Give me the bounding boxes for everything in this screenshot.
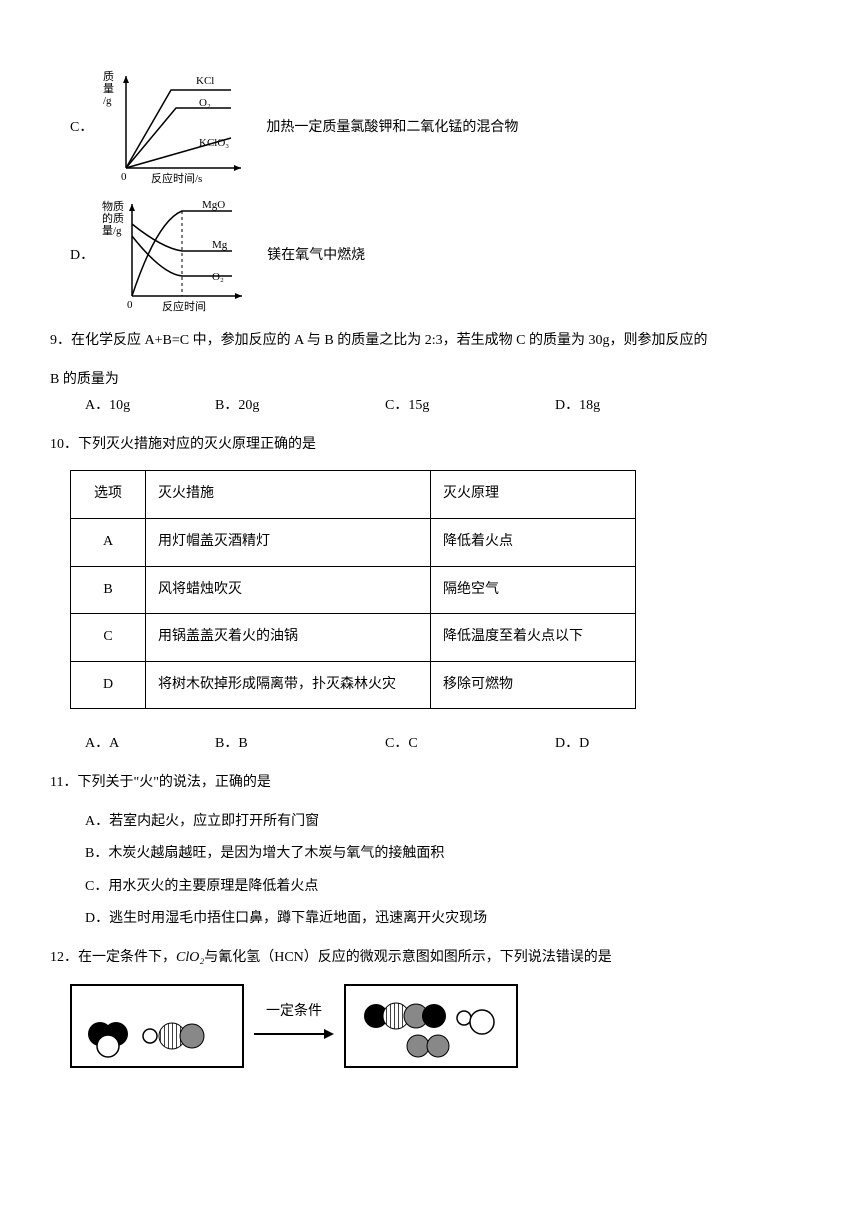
- label-mg: Mg: [212, 239, 228, 251]
- table-row: D 将树木砍掉形成隔离带，扑灭森林火灾 移除可燃物: [71, 661, 636, 709]
- q10-choice-a[interactable]: A．A: [85, 731, 215, 758]
- q9-choice-a[interactable]: A．10g: [85, 393, 215, 420]
- svg-text:的质: 的质: [102, 211, 124, 225]
- q10-choice-d[interactable]: D．D: [555, 731, 695, 758]
- q10-table: 选项 灭火措施 灭火原理 A 用灯帽盖灭酒精灯 降低着火点 B 风将蜡烛吹灭 隔…: [70, 470, 636, 709]
- xaxis-c: 反应时间/s: [151, 171, 202, 185]
- table-header-row: 选项 灭火措施 灭火原理: [71, 471, 636, 519]
- q12-formula: ClO₂: [176, 950, 204, 965]
- q12-diagram: 一定条件: [70, 984, 810, 1068]
- question-11: 11．下列关于"火"的说法，正确的是: [50, 770, 810, 797]
- option-d: D． MgO Mg O₂ 物质 的质 量/g 0 反应时间 镁在氧气中燃烧: [50, 196, 810, 316]
- label-mgo: MgO: [202, 199, 225, 211]
- q9-choice-b[interactable]: B．20g: [215, 393, 385, 420]
- q11-option-b[interactable]: B．木炭火越扇越旺，是因为增大了木炭与氧气的接触面积: [85, 841, 810, 868]
- label-kcl: KCl: [196, 75, 214, 87]
- xaxis-d: 反应时间: [162, 299, 206, 313]
- svg-text:0: 0: [121, 171, 127, 183]
- q9-text: 在化学反应 A+B=C 中，参加反应的 A 与 B 的质量之比为 2:3，若生成…: [71, 333, 707, 348]
- table-row: A 用灯帽盖灭酒精灯 降低着火点: [71, 518, 636, 566]
- q11-text: 下列关于"火"的说法，正确的是: [77, 775, 270, 790]
- q10-choice-b[interactable]: B．B: [215, 731, 385, 758]
- question-10: 10．下列灭火措施对应的灭火原理正确的是: [50, 432, 810, 459]
- q11-option-c[interactable]: C．用水灭火的主要原理是降低着火点: [85, 874, 810, 901]
- q11-option-a[interactable]: A．若室内起火，应立即打开所有门窗: [85, 809, 810, 836]
- option-c: C． KCl O₂ KClO₃ 质 量 /g 0 反应时间/s 加热一定质量氯酸…: [50, 68, 810, 188]
- svg-text:量/g: 量/g: [102, 224, 122, 237]
- svg-text:量: 量: [103, 82, 114, 95]
- svg-text:物质: 物质: [102, 199, 124, 213]
- chart-d-graph: MgO Mg O₂ 物质 的质 量/g 0 反应时间: [102, 196, 252, 316]
- svg-text:质: 质: [103, 70, 114, 83]
- q9-choices: A．10g B．20g C．15g D．18g: [85, 393, 810, 420]
- svg-text:/g: /g: [103, 95, 112, 107]
- q9-num: 9．: [50, 333, 71, 348]
- option-c-letter: C．: [70, 115, 93, 142]
- svg-text:0: 0: [127, 299, 133, 311]
- q10-text: 下列灭火措施对应的灭火原理正确的是: [78, 437, 316, 452]
- th-principle: 灭火原理: [431, 471, 636, 519]
- q10-num: 10．: [50, 437, 78, 452]
- label-kclo3: KClO₃: [199, 137, 229, 149]
- label-o2d: O₂: [212, 271, 224, 283]
- th-measure: 灭火措施: [146, 471, 431, 519]
- question-12: 12．在一定条件下，ClO₂与氰化氢（HCN）反应的微观示意图如图所示，下列说法…: [50, 945, 810, 972]
- reaction-arrow: 一定条件: [254, 999, 334, 1052]
- q12-after: 与氰化氢（HCN）反应的微观示意图如图所示，下列说法错误的是: [204, 950, 612, 965]
- option-d-letter: D．: [70, 243, 94, 270]
- option-c-desc: 加热一定质量氯酸钾和二氧化锰的混合物: [266, 115, 518, 142]
- label-o2: O₂: [199, 97, 211, 109]
- table-row: B 风将蜡烛吹灭 隔绝空气: [71, 566, 636, 614]
- q11-option-d[interactable]: D．逃生时用湿毛巾捂住口鼻，蹲下靠近地面，迅速离开火灾现场: [85, 906, 810, 933]
- q12-before: 在一定条件下，: [78, 950, 176, 965]
- product-box: [344, 984, 518, 1068]
- q10-choice-c[interactable]: C．C: [385, 731, 555, 758]
- q12-num: 12．: [50, 950, 78, 965]
- th-option: 选项: [71, 471, 146, 519]
- q11-num: 11．: [50, 775, 77, 790]
- chart-c-graph: KCl O₂ KClO₃ 质 量 /g 0 反应时间/s: [101, 68, 251, 188]
- table-row: C 用锅盖盖灭着火的油锅 降低温度至着火点以下: [71, 614, 636, 662]
- q9-choice-c[interactable]: C．15g: [385, 393, 555, 420]
- arrow-icon: [254, 1026, 334, 1042]
- option-d-desc: 镁在氧气中燃烧: [267, 243, 365, 270]
- question-9: 9．在化学反应 A+B=C 中，参加反应的 A 与 B 的质量之比为 2:3，若…: [50, 328, 810, 355]
- q10-choices: A．A B．B C．C D．D: [85, 731, 810, 758]
- arrow-label: 一定条件: [254, 999, 334, 1026]
- q9-choice-d[interactable]: D．18g: [555, 393, 695, 420]
- q9-text2: B 的质量为: [50, 367, 810, 394]
- reactant-box: [70, 984, 244, 1068]
